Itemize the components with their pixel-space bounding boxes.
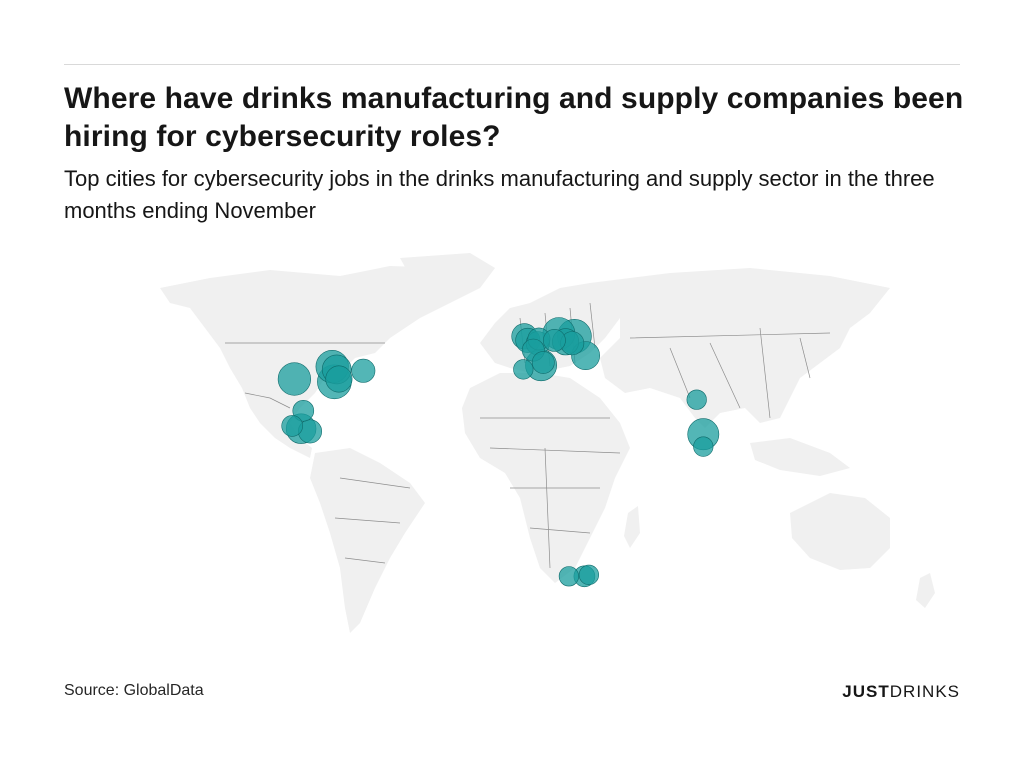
city-bubbles	[277, 317, 720, 588]
city-bubble	[578, 564, 600, 586]
city-bubble	[693, 436, 714, 457]
world-map-svg	[160, 253, 935, 633]
asia-land	[590, 268, 890, 428]
world-map	[150, 248, 950, 648]
city-bubble	[277, 362, 311, 396]
source-note: Source: GlobalData	[64, 682, 204, 699]
city-bubble	[351, 358, 376, 383]
landmasses	[160, 253, 935, 633]
city-bubble	[542, 329, 566, 352]
madagascar-land	[624, 506, 640, 548]
australia-land	[790, 493, 890, 570]
asia-borders	[629, 327, 831, 419]
new-zealand-land	[916, 573, 935, 608]
city-bubble	[513, 359, 534, 380]
south-america-borders	[334, 477, 411, 564]
chart-subtitle: Top cities for cybersecurity jobs in the…	[64, 166, 935, 223]
city-bubble	[686, 389, 707, 410]
brand-logo: JUSTDRINKS	[842, 682, 960, 702]
chart-title: Where have drinks manufacturing and supp…	[64, 82, 964, 153]
brand-logo-part2: DRINKS	[889, 682, 960, 701]
borders	[225, 302, 831, 569]
africa-borders	[480, 417, 621, 569]
city-bubble	[281, 415, 303, 437]
city-bubble	[558, 566, 580, 587]
city-bubble	[292, 400, 315, 422]
greenland-land	[400, 253, 495, 303]
us-mexico-border	[244, 392, 291, 409]
south-america-land	[310, 448, 425, 633]
city-bubble	[325, 365, 353, 393]
city-bubble	[531, 351, 555, 374]
brand-logo-part1: JUST	[842, 682, 890, 701]
top-divider	[64, 64, 960, 65]
southeast-asia-land	[750, 438, 850, 476]
